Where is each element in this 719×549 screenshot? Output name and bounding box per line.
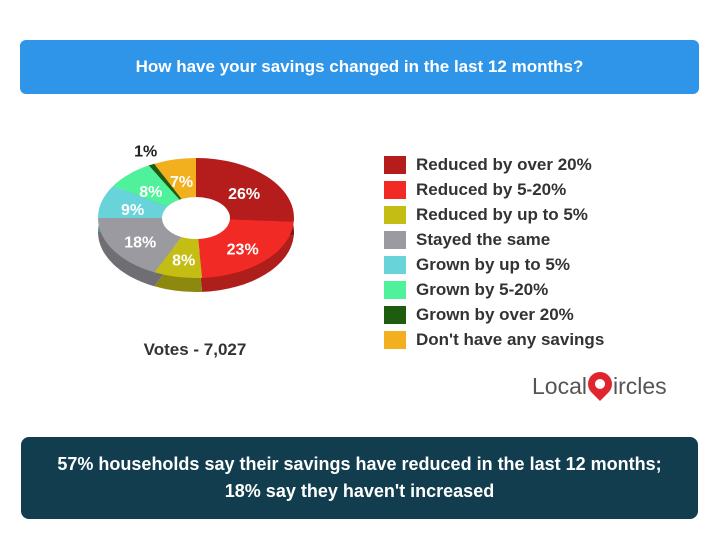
legend-label: Don't have any savings (416, 329, 605, 349)
legend-swatch (384, 330, 406, 349)
donut-chart: 26%23%8%18%9%8%1%7% (98, 143, 294, 292)
slice-label-5: 8% (139, 184, 162, 201)
votes-count: Votes - 7,027 (143, 340, 247, 359)
legend-label: Reduced by up to 5% (416, 204, 588, 224)
donut-hole (162, 197, 230, 239)
location-pin-icon (583, 367, 617, 401)
summary-banner: 57% households say their savings have re… (21, 437, 698, 519)
legend-item: Reduced by over 20% (384, 152, 604, 177)
legend-item: Grown by up to 5% (384, 252, 604, 277)
legend-swatch (384, 255, 406, 274)
slice-2 (154, 237, 203, 278)
slice-label-0: 26% (228, 186, 260, 203)
legend-label: Grown by over 20% (416, 304, 574, 324)
slice-label-3: 18% (124, 235, 156, 252)
legend-label: Grown by 5-20% (416, 279, 549, 299)
summary-line-1: 57% households say their savings have re… (57, 454, 662, 474)
legend-item: Reduced by 5-20% (384, 177, 604, 202)
slice-label-7: 7% (170, 174, 193, 191)
slice-label-6: 1% (134, 143, 157, 160)
legend-item: Grown by over 20% (384, 302, 604, 327)
slice-6 (148, 163, 182, 200)
localcircles-logo: Local ircles (532, 366, 667, 406)
legend-item: Don't have any savings (384, 327, 604, 352)
logo-text-end: ircles (612, 372, 667, 399)
legend-swatch (384, 230, 406, 249)
chart-legend: Reduced by over 20% Reduced by 5-20% Reduc… (384, 152, 604, 352)
slice-0 (196, 158, 294, 222)
question-text: How have your savings changed in the las… (135, 57, 584, 76)
legend-item: Stayed the same (384, 227, 604, 252)
legend-swatch (384, 205, 406, 224)
slice-7 (154, 158, 196, 199)
legend-swatch (384, 280, 406, 299)
legend-label: Reduced by over 20% (416, 154, 592, 174)
logo-text-start: Local (532, 372, 587, 399)
legend-item: Grown by 5-20% (384, 277, 604, 302)
legend-label: Stayed the same (416, 229, 551, 249)
slice-4 (98, 185, 168, 218)
legend-item: Reduced by up to 5% (384, 202, 604, 227)
slice-label-2: 8% (172, 253, 195, 270)
question-banner: How have your savings changed in the las… (20, 40, 699, 94)
slice-label-1: 23% (227, 242, 259, 259)
legend-swatch (384, 155, 406, 174)
legend-swatch (384, 180, 406, 199)
slice-label-4: 9% (121, 202, 144, 219)
legend-swatch (384, 305, 406, 324)
slice-1 (198, 219, 294, 278)
legend-label: Grown by up to 5% (416, 254, 570, 274)
summary-line-2: 18% say they haven't increased (224, 481, 495, 501)
slice-5 (113, 165, 180, 207)
legend-label: Reduced by 5-20% (416, 179, 567, 199)
slice-3 (98, 218, 182, 273)
